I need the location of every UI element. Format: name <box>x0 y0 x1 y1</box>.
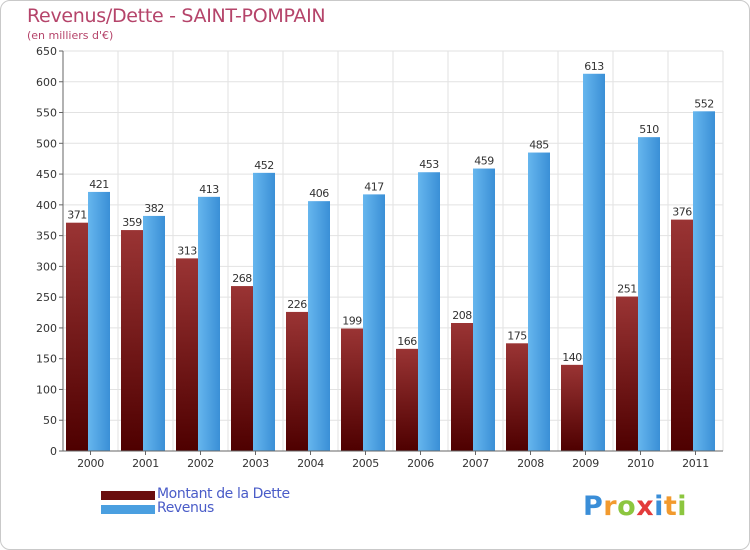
y-tick-label: 500 <box>36 137 57 150</box>
bar-revenus-2010 <box>638 137 660 451</box>
x-tick-label-2002: 2002 <box>187 457 214 470</box>
data-label-revenus-2001: 382 <box>144 202 164 215</box>
logo-letter: x <box>636 491 655 522</box>
y-tick-label: 350 <box>36 230 57 243</box>
y-tick-label: 550 <box>36 107 57 120</box>
data-label-dette-2005: 199 <box>342 315 362 328</box>
proxiti-logo: Proxiti <box>583 491 687 522</box>
bar-revenus-2002 <box>198 196 220 451</box>
bar-revenus-2009 <box>583 73 605 452</box>
legend-label-dette: Montant de la Dette <box>157 486 290 502</box>
legend-label-revenus: Revenus <box>157 500 214 516</box>
bar-dette-2005 <box>341 328 363 451</box>
logo-letter: P <box>583 491 604 522</box>
bar-revenus-2001 <box>143 215 165 451</box>
data-label-dette-2007: 208 <box>452 309 472 322</box>
data-label-dette-2006: 166 <box>397 335 417 348</box>
logo-letter: i <box>654 491 664 522</box>
y-tick-label: 250 <box>36 291 57 304</box>
x-tick-label-2006: 2006 <box>407 457 434 470</box>
data-label-revenus-2007: 459 <box>474 155 494 168</box>
y-tick-label: 0 <box>50 445 57 458</box>
data-label-revenus-2011: 552 <box>694 97 714 110</box>
data-label-revenus-2010: 510 <box>639 123 659 136</box>
data-label-dette-2009: 140 <box>562 351 582 364</box>
bar-dette-2009 <box>561 364 583 451</box>
bar-dette-2007 <box>451 323 473 451</box>
data-label-dette-2011: 376 <box>672 206 692 219</box>
data-label-dette-2000: 371 <box>67 209 87 222</box>
data-label-revenus-2000: 421 <box>89 178 109 191</box>
chart-title: Revenus/Dette - SAINT-POMPAIN <box>27 5 326 27</box>
x-tick-label-2008: 2008 <box>517 457 544 470</box>
bar-revenus-2003 <box>253 172 275 451</box>
data-label-revenus-2003: 452 <box>254 159 274 172</box>
data-label-dette-2001: 359 <box>122 216 142 229</box>
bar-revenus-2006 <box>418 172 440 451</box>
bar-dette-2000 <box>66 222 88 451</box>
logo-letter: i <box>677 491 688 522</box>
bar-revenus-2000 <box>88 191 110 451</box>
x-tick-label-2004: 2004 <box>297 457 324 470</box>
logo-letter: t <box>663 491 678 522</box>
y-tick-label: 450 <box>36 168 57 181</box>
bar-dette-2010 <box>616 296 638 451</box>
bar-dette-2011 <box>671 219 693 451</box>
bar-dette-2006 <box>396 348 418 451</box>
data-label-dette-2004: 226 <box>287 298 307 311</box>
y-tick-label: 50 <box>43 414 57 427</box>
x-tick-label-2011: 2011 <box>682 457 709 470</box>
logo-letter: o <box>617 491 637 522</box>
data-label-dette-2002: 313 <box>177 244 197 257</box>
data-label-dette-2003: 268 <box>232 272 252 285</box>
x-tick-label-2001: 2001 <box>132 457 159 470</box>
bar-dette-2001 <box>121 230 143 451</box>
bar-revenus-2008 <box>528 152 550 452</box>
bar-dette-2008 <box>506 343 528 451</box>
data-label-revenus-2009: 613 <box>584 60 604 73</box>
y-tick-label: 400 <box>36 199 57 212</box>
x-tick-label-2003: 2003 <box>242 457 269 470</box>
data-label-revenus-2006: 453 <box>419 158 439 171</box>
data-label-revenus-2008: 485 <box>529 139 549 152</box>
y-tick-label: 650 <box>36 45 57 58</box>
x-tick-label-2005: 2005 <box>352 457 379 470</box>
y-tick-label: 200 <box>36 322 57 335</box>
data-label-dette-2008: 175 <box>507 329 527 342</box>
bar-dette-2002 <box>176 258 198 451</box>
bar-revenus-2005 <box>363 194 385 451</box>
y-tick-label: 100 <box>36 383 57 396</box>
bar-dette-2003 <box>231 286 253 451</box>
x-tick-label-2000: 2000 <box>77 457 104 470</box>
bar-revenus-2004 <box>308 201 330 451</box>
y-tick-label: 600 <box>36 76 57 89</box>
data-label-revenus-2002: 413 <box>199 183 219 196</box>
logo-letter: r <box>603 491 618 522</box>
bar-revenus-2011 <box>693 111 715 452</box>
legend-swatch-dette <box>101 491 155 500</box>
x-tick-label-2009: 2009 <box>572 457 599 470</box>
data-label-revenus-2005: 417 <box>364 180 384 193</box>
bar-dette-2004 <box>286 311 308 451</box>
y-tick-label: 150 <box>36 353 57 366</box>
data-label-dette-2010: 251 <box>617 283 637 296</box>
data-label-revenus-2004: 406 <box>309 187 329 200</box>
bar-revenus-2007 <box>473 168 495 452</box>
x-tick-label-2007: 2007 <box>462 457 489 470</box>
legend-swatch-revenus <box>101 505 155 514</box>
y-tick-label: 300 <box>36 260 57 273</box>
chart-subtitle: (en milliers d'€) <box>27 29 114 42</box>
x-tick-label-2010: 2010 <box>627 457 654 470</box>
